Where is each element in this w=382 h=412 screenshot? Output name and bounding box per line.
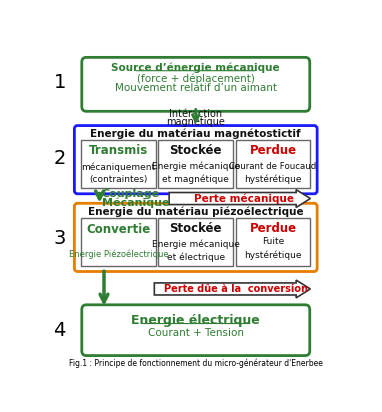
Text: Mécanique: Mécanique xyxy=(102,197,170,208)
Text: 2: 2 xyxy=(53,150,66,169)
Text: Energie mécanique: Energie mécanique xyxy=(152,239,240,249)
Text: 3: 3 xyxy=(53,229,66,248)
Text: Energie électrique: Energie électrique xyxy=(131,314,260,327)
Text: mécaniquement: mécaniquement xyxy=(81,163,155,172)
Text: Convertie: Convertie xyxy=(86,223,151,236)
Text: Fuite: Fuite xyxy=(262,237,284,246)
Text: 4: 4 xyxy=(53,321,66,340)
Bar xyxy=(236,218,310,266)
Text: Intéraction: Intéraction xyxy=(169,109,222,119)
Bar xyxy=(81,140,156,188)
Text: Courant + Tension: Courant + Tension xyxy=(148,328,244,338)
Text: Courant de Foucaud: Courant de Foucaud xyxy=(230,162,317,171)
Text: Transmis: Transmis xyxy=(89,144,148,157)
Text: et magnétique: et magnétique xyxy=(162,175,229,184)
Text: Stockée: Stockée xyxy=(170,144,222,157)
Bar xyxy=(81,218,156,266)
Bar xyxy=(159,140,233,188)
Text: Source d’énergie mécanique: Source d’énergie mécanique xyxy=(112,63,280,73)
Text: (force + déplacement): (force + déplacement) xyxy=(137,73,255,84)
Text: hystérétique: hystérétique xyxy=(244,175,302,184)
Text: Perte dûe à la  conversion: Perte dûe à la conversion xyxy=(165,284,309,294)
Text: 1: 1 xyxy=(53,73,66,92)
Text: Energie du matériau piézoélectrique: Energie du matériau piézoélectrique xyxy=(88,206,304,217)
Text: Perdue: Perdue xyxy=(249,144,296,157)
FancyBboxPatch shape xyxy=(74,203,317,272)
FancyBboxPatch shape xyxy=(82,57,310,111)
Text: Fig.1 : Principe de fonctionnement du micro-générateur d'Enerbee: Fig.1 : Principe de fonctionnement du mi… xyxy=(69,358,323,368)
Text: et électrique: et électrique xyxy=(167,253,225,262)
Text: Energie mécanique: Energie mécanique xyxy=(152,162,240,171)
FancyArrow shape xyxy=(169,190,310,207)
Text: magnétique: magnétique xyxy=(166,117,225,127)
Text: Energie du matériau magnétostictif: Energie du matériau magnétostictif xyxy=(91,129,301,139)
Text: Energie Piézoélectrique: Energie Piézoélectrique xyxy=(69,249,168,259)
Text: Perdue: Perdue xyxy=(249,222,296,235)
Bar xyxy=(236,140,310,188)
Text: hystérétique: hystérétique xyxy=(244,250,302,260)
FancyBboxPatch shape xyxy=(74,126,317,194)
Bar xyxy=(159,218,233,266)
Text: Mouvement relatif d’un aimant: Mouvement relatif d’un aimant xyxy=(115,83,277,93)
Text: Perte mécanique: Perte mécanique xyxy=(194,193,294,204)
FancyBboxPatch shape xyxy=(82,305,310,356)
FancyArrow shape xyxy=(154,280,310,298)
Text: Stockée: Stockée xyxy=(170,222,222,235)
Text: Couplage: Couplage xyxy=(102,190,160,199)
Text: (contraintes): (contraintes) xyxy=(89,175,148,184)
